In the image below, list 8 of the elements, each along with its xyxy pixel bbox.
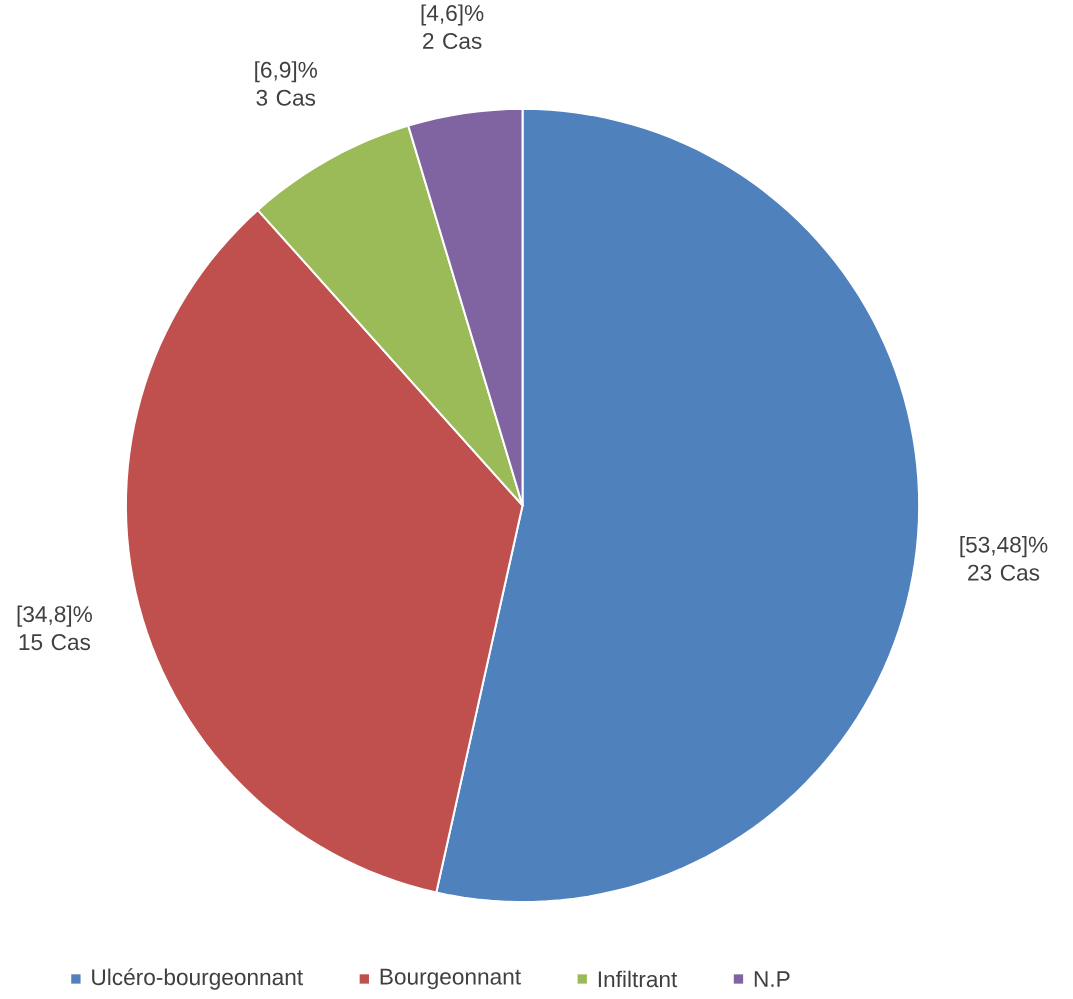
legend-label: Infiltrant xyxy=(598,970,678,988)
data-label: [6,9]% 3 Cas xyxy=(255,61,318,106)
data-label: [34,8]% 15 Cas xyxy=(17,605,92,651)
data-label: [53,48]% 23 Cas xyxy=(960,536,1048,581)
data-label: [4,6]% 2 Cas xyxy=(421,4,484,50)
legend-label: Bourgeonnant xyxy=(380,968,521,990)
legend-label: Ulcéro-bourgeonnant xyxy=(92,968,303,990)
legend-label: N.P xyxy=(754,971,790,987)
